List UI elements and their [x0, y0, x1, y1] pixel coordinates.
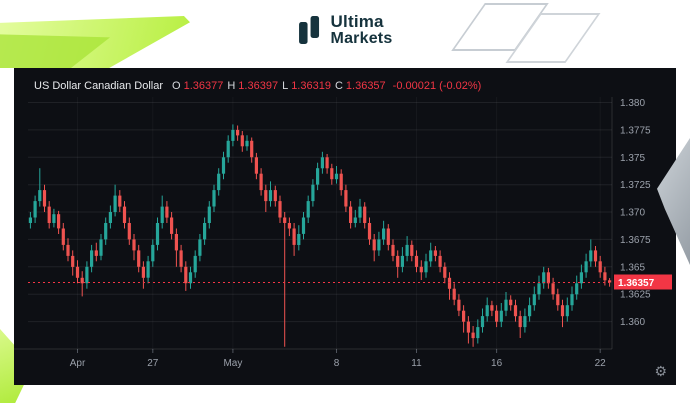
svg-text:1.3775: 1.3775	[620, 125, 651, 136]
svg-text:1.365: 1.365	[620, 262, 645, 273]
symbol-name: US Dollar Canadian Dollar	[34, 80, 164, 92]
chart-panel: US Dollar Canadian Dollar O 1.36377 H 1.…	[14, 68, 676, 385]
candlestick-chart[interactable]: 1.380 1.3775 1.375 1.3725 1.370 1.3675 1.365 1.…	[14, 95, 676, 385]
svg-text:27: 27	[147, 358, 159, 369]
settings-gear-icon[interactable]: ⚙	[654, 363, 667, 379]
brand-logo: Ultima Markets	[298, 13, 393, 47]
close-value: 1.36357	[345, 80, 386, 92]
svg-text:1.3675: 1.3675	[620, 235, 651, 246]
svg-text:1.380: 1.380	[620, 98, 645, 109]
change-value: -0.00021 (-0.02%)	[392, 80, 482, 92]
svg-text:11: 11	[411, 358, 422, 369]
high-label: H	[227, 80, 236, 92]
brand-name-line1: Ultima	[330, 12, 384, 31]
high-value: 1.36397	[238, 80, 279, 92]
svg-text:1.360: 1.360	[620, 317, 645, 328]
svg-text:1.36357: 1.36357	[618, 278, 655, 289]
svg-text:1.3725: 1.3725	[620, 180, 651, 191]
svg-text:1.375: 1.375	[620, 153, 645, 164]
svg-text:16: 16	[491, 358, 503, 369]
chart-header: US Dollar Canadian Dollar O 1.36377 H 1.…	[14, 68, 676, 95]
open-label: O	[172, 80, 181, 92]
svg-text:Apr: Apr	[70, 358, 86, 369]
close-label: C	[334, 80, 343, 92]
low-label: L	[282, 80, 289, 92]
brand-logo-text: Ultima Markets	[331, 13, 393, 47]
svg-text:1.3625: 1.3625	[620, 290, 651, 301]
open-value: 1.36377	[183, 80, 224, 92]
svg-text:May: May	[223, 358, 242, 369]
low-value: 1.36319	[291, 80, 331, 92]
svg-text:8: 8	[334, 358, 340, 369]
svg-text:1.370: 1.370	[620, 208, 645, 219]
brand-logo-icon	[299, 16, 320, 44]
brand-name-line2: Markets	[330, 30, 393, 47]
svg-text:22: 22	[595, 358, 607, 369]
